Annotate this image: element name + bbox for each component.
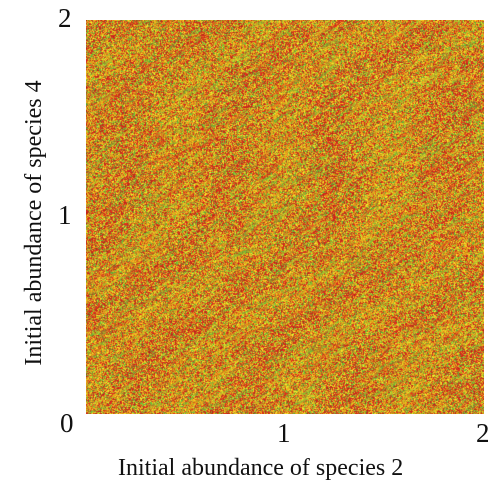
y-tick-label-1: 1 bbox=[58, 200, 72, 230]
x-tick-label-2: 2 bbox=[476, 418, 490, 448]
y-axis-title: Initial abundance of species 4 bbox=[21, 80, 47, 366]
x-tick-label-1: 1 bbox=[277, 418, 291, 448]
origin-tick-label: 0 bbox=[60, 408, 74, 438]
heatmap-canvas bbox=[86, 20, 484, 414]
y-tick-label-2: 2 bbox=[58, 3, 72, 33]
x-axis-title: Initial abundance of species 2 bbox=[118, 455, 404, 481]
plot-area bbox=[86, 20, 484, 414]
